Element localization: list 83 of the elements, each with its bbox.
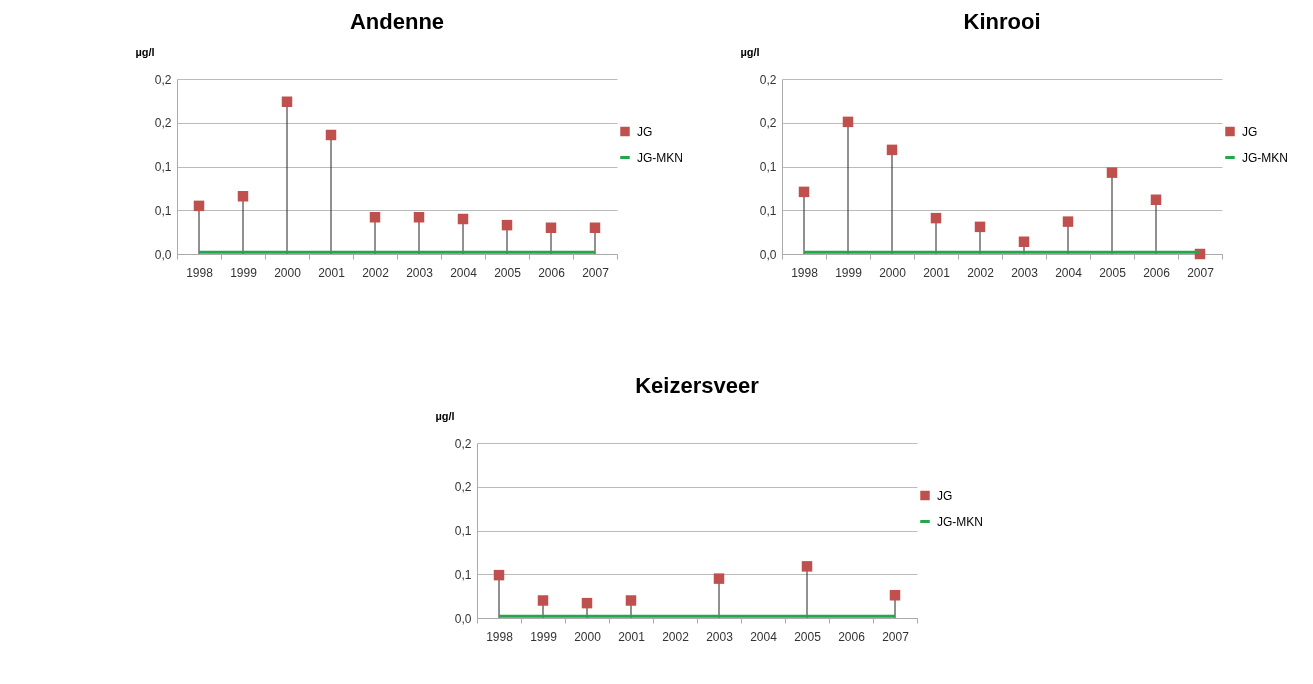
y-axis-title: µg/l — [435, 409, 455, 422]
y-axis-title: µg/l — [135, 45, 155, 58]
y-tick-label: 0,0 — [759, 247, 777, 262]
y-tick-label: 0,2 — [154, 72, 172, 87]
x-tick-label: 2001 — [923, 265, 951, 280]
y-tick-label: 0,1 — [454, 567, 472, 582]
y-tick-label: 0,0 — [154, 247, 172, 262]
point — [625, 595, 637, 606]
point — [457, 213, 469, 225]
x-tick-label: 2006 — [838, 629, 866, 644]
y-tick-label: 0,2 — [154, 116, 172, 131]
x-tick-label: 2007 — [582, 265, 610, 280]
x-tick-label: 1998 — [486, 629, 514, 644]
point — [193, 200, 205, 212]
y-tick-label: 0,1 — [759, 203, 777, 218]
legend-label: JG — [1242, 124, 1258, 139]
x-tick-label: 1999 — [530, 629, 558, 644]
point — [369, 212, 381, 223]
x-tick-label: 2002 — [662, 629, 690, 644]
y-tick-label: 0,0 — [454, 611, 472, 626]
point — [801, 561, 813, 572]
legend-label: JG — [937, 488, 953, 503]
x-tick-label: 2006 — [1143, 265, 1171, 280]
x-tick-label: 2005 — [1099, 265, 1127, 280]
y-tick-label: 0,1 — [154, 160, 172, 174]
x-tick-label: 2005 — [494, 265, 522, 280]
point — [537, 595, 549, 606]
point — [589, 222, 601, 233]
point — [889, 590, 901, 601]
x-tick-label: 2001 — [318, 265, 346, 280]
y-tick-label: 0,1 — [454, 524, 472, 538]
legend-label: JG-MKN — [937, 514, 983, 529]
x-tick-label: 2000 — [574, 629, 602, 644]
x-tick-label: 1999 — [230, 265, 258, 280]
x-tick-label: 2003 — [406, 265, 434, 280]
x-tick-label: 2005 — [794, 629, 822, 644]
legend-label: JG-MKN — [1242, 150, 1288, 165]
point — [325, 129, 337, 141]
point — [413, 212, 425, 223]
y-tick-label: 0,1 — [154, 203, 172, 218]
point — [886, 144, 898, 156]
x-tick-label: 2004 — [750, 629, 778, 644]
point — [842, 116, 854, 128]
point — [545, 222, 557, 233]
legend-label: JG-MKN — [637, 150, 683, 165]
legend-label: JG — [637, 124, 653, 139]
x-tick-label: 2003 — [1011, 265, 1039, 280]
point — [1106, 167, 1118, 178]
point — [581, 597, 593, 609]
point — [493, 569, 505, 581]
point — [281, 96, 293, 107]
point — [798, 186, 810, 198]
point — [930, 212, 942, 224]
y-tick-label: 0,2 — [454, 480, 472, 495]
x-tick-label: 1998 — [791, 265, 819, 280]
y-tick-label: 0,1 — [759, 160, 777, 174]
x-tick-label: 2004 — [1055, 265, 1083, 280]
point — [1150, 194, 1162, 205]
x-tick-label: 1999 — [835, 265, 863, 280]
chart-title: Andenne — [349, 9, 445, 34]
x-tick-label: 2007 — [882, 629, 910, 644]
x-tick-label: 1998 — [186, 265, 214, 280]
y-tick-label: 0,2 — [454, 436, 472, 451]
point — [237, 191, 249, 202]
y-tick-label: 0,2 — [759, 72, 777, 87]
chart-title: Kinrooi — [963, 9, 1041, 34]
x-tick-label: 2006 — [538, 265, 566, 280]
point — [501, 219, 513, 231]
x-tick-label: 2000 — [879, 265, 907, 280]
chart-title: Keizersveer — [635, 373, 760, 398]
point — [713, 573, 725, 584]
point — [1062, 216, 1074, 227]
x-tick-label: 2004 — [450, 265, 478, 280]
point — [974, 221, 986, 233]
x-tick-label: 2002 — [362, 265, 390, 280]
x-tick-label: 2002 — [967, 265, 995, 280]
y-tick-label: 0,2 — [759, 116, 777, 131]
x-tick-label: 2001 — [618, 629, 646, 644]
point — [1018, 236, 1030, 247]
x-tick-label: 2003 — [706, 629, 734, 644]
x-tick-label: 2000 — [274, 265, 302, 280]
y-axis-title: µg/l — [740, 45, 760, 58]
x-tick-label: 2007 — [1187, 265, 1215, 280]
